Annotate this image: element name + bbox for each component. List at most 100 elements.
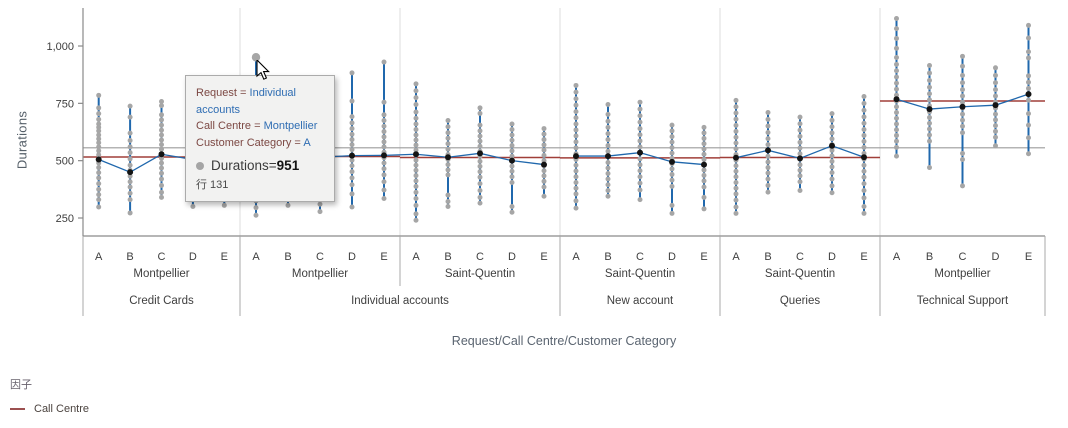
data-point-dot[interactable] [701, 184, 707, 190]
data-point-dot[interactable] [127, 130, 133, 136]
data-point-dot[interactable] [509, 137, 515, 143]
data-point-dot[interactable] [1026, 73, 1031, 79]
cell-mean-dot[interactable] [413, 151, 419, 158]
data-point-dot[interactable] [701, 124, 707, 130]
data-point-dot[interactable] [445, 146, 451, 152]
data-point-dot[interactable] [733, 163, 739, 169]
data-point-dot[interactable] [541, 152, 547, 158]
data-point-dot[interactable] [413, 115, 419, 121]
cell-mean-dot[interactable] [573, 153, 579, 160]
data-point-dot[interactable] [765, 110, 771, 116]
data-point-dot[interactable] [861, 93, 867, 99]
data-point-dot[interactable] [127, 114, 133, 120]
data-point-dot[interactable] [637, 156, 643, 162]
data-point-dot[interactable] [960, 183, 965, 189]
data-point-dot[interactable] [701, 157, 707, 163]
data-point-dot[interactable] [413, 121, 419, 127]
data-point-dot[interactable] [159, 189, 164, 195]
data-point-dot[interactable] [573, 133, 579, 139]
data-point-dot[interactable] [381, 59, 387, 65]
data-point-dot[interactable] [733, 146, 739, 152]
data-point-dot[interactable] [829, 176, 835, 182]
data-point-dot[interactable] [605, 176, 611, 182]
data-point-dot[interactable] [669, 139, 675, 145]
data-point-dot[interactable] [573, 191, 579, 197]
data-point-dot[interactable] [669, 128, 675, 134]
data-point-dot[interactable] [861, 100, 867, 106]
data-point-dot[interactable] [96, 111, 102, 117]
data-point-dot[interactable] [413, 196, 419, 202]
data-point-dot[interactable] [541, 168, 547, 174]
data-point-dot[interactable] [127, 179, 133, 185]
data-point-dot[interactable] [413, 137, 419, 143]
data-point-dot[interactable] [701, 135, 707, 141]
data-point-dot[interactable] [894, 61, 899, 67]
data-point-dot[interactable] [701, 194, 707, 200]
data-point-dot[interactable] [541, 131, 547, 137]
data-point-dot[interactable] [894, 132, 899, 138]
data-point-dot[interactable] [701, 172, 707, 178]
data-point-dot[interactable] [381, 99, 387, 105]
data-point-dot[interactable] [349, 147, 355, 153]
data-point-dot[interactable] [927, 97, 932, 103]
data-point-dot[interactable] [1026, 122, 1031, 128]
data-point-dot[interactable] [993, 143, 998, 149]
data-point-dot[interactable] [445, 141, 451, 147]
data-point-dot[interactable] [797, 173, 803, 179]
data-point-dot[interactable] [127, 190, 133, 196]
data-point-dot[interactable] [381, 123, 387, 129]
cell-mean-dot[interactable] [701, 161, 707, 168]
data-point-dot[interactable] [477, 110, 483, 116]
data-point-dot[interactable] [159, 132, 164, 138]
data-point-dot[interactable] [960, 93, 965, 99]
data-point-dot[interactable] [445, 135, 451, 141]
data-point-dot[interactable] [894, 86, 899, 92]
data-point-dot[interactable] [861, 181, 867, 187]
data-point-dot[interactable] [1026, 97, 1031, 103]
cell-mean-dot[interactable] [733, 154, 739, 161]
data-point-dot[interactable] [159, 117, 164, 123]
data-point-dot[interactable] [669, 177, 675, 183]
data-point-dot[interactable] [829, 147, 835, 153]
data-point-dot[interactable] [829, 170, 835, 176]
data-point-dot[interactable] [637, 126, 643, 132]
data-point-dot[interactable] [637, 99, 643, 105]
data-point-dot[interactable] [894, 110, 899, 116]
data-point-dot[interactable] [829, 124, 835, 130]
data-point-dot[interactable] [349, 182, 355, 188]
data-point-dot[interactable] [637, 174, 643, 180]
data-point-dot[interactable] [541, 142, 547, 148]
data-point-dot[interactable] [960, 87, 965, 93]
data-point-dot[interactable] [541, 126, 547, 132]
data-point-dot[interactable] [993, 72, 998, 78]
data-point-dot[interactable] [861, 187, 867, 193]
data-point-dot[interactable] [637, 168, 643, 174]
data-point-dot[interactable] [477, 200, 483, 206]
data-point-dot[interactable] [1026, 49, 1031, 55]
data-point-dot[interactable] [797, 133, 803, 139]
data-point-dot[interactable] [669, 210, 675, 216]
data-point-dot[interactable] [413, 132, 419, 138]
data-point-dot[interactable] [127, 162, 133, 168]
data-point-dot[interactable] [894, 104, 899, 110]
data-point-dot[interactable] [477, 158, 483, 164]
data-point-dot[interactable] [927, 126, 932, 132]
data-point-dot[interactable] [637, 197, 643, 203]
data-point-dot[interactable] [541, 147, 547, 153]
data-point-dot[interactable] [1026, 135, 1031, 141]
data-point-dot[interactable] [993, 80, 998, 86]
data-point-dot[interactable] [127, 197, 133, 203]
data-point-dot[interactable] [573, 82, 579, 88]
data-point-dot[interactable] [605, 160, 611, 166]
data-point-dot[interactable] [96, 132, 102, 138]
data-point-dot[interactable] [733, 185, 739, 191]
data-point-dot[interactable] [413, 178, 419, 184]
data-point-dot[interactable] [1026, 55, 1031, 61]
data-point-dot[interactable] [797, 187, 803, 193]
data-point-dot[interactable] [765, 116, 771, 122]
data-point-dot[interactable] [605, 118, 611, 124]
data-point-dot[interactable] [445, 198, 451, 204]
data-point-dot[interactable] [445, 162, 451, 168]
data-point-dot[interactable] [861, 107, 867, 113]
data-point-dot[interactable] [253, 205, 259, 211]
